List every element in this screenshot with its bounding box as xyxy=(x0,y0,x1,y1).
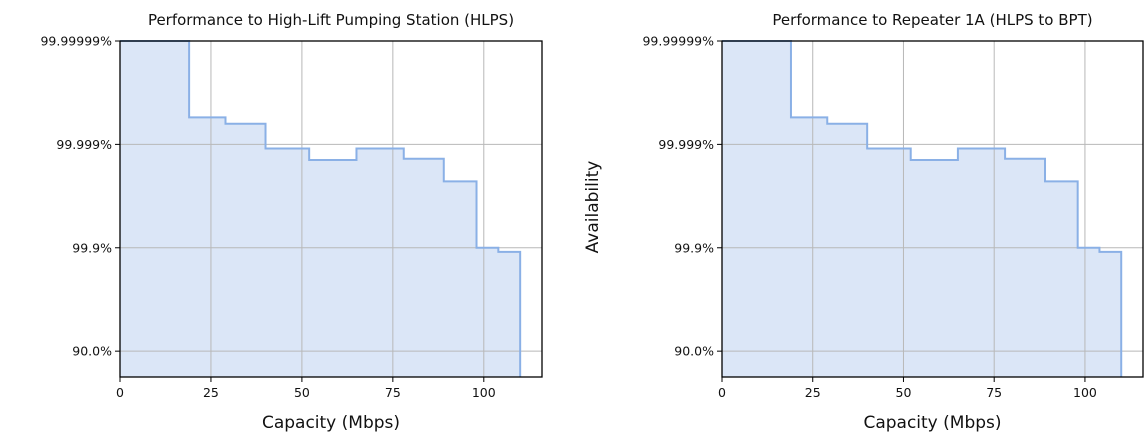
series-line xyxy=(120,40,522,377)
x-tick-label: 75 xyxy=(986,385,1002,400)
x-tick-label: 0 xyxy=(718,385,726,400)
x-tick-label: 25 xyxy=(805,385,821,400)
x-tick-label: 25 xyxy=(203,385,219,400)
chart-panel-repeater-1a: 0 25 50 75 100 99.99999% 99.999% 99.9% 90.0% Per… xyxy=(583,11,1144,433)
y-tick-label: 90.0% xyxy=(674,344,714,359)
x-axis-label: Capacity (Mbps) xyxy=(262,413,400,433)
y-tick-label: 99.99999% xyxy=(642,34,714,49)
plot-frame xyxy=(721,40,1144,378)
chart-title: Performance to High-Lift Pumping Station… xyxy=(148,11,514,29)
chart-panel-hlps: 0 25 50 75 100 99.99999% 99.999% 99.9% 90.0% Per… xyxy=(40,11,543,433)
x-tick-label: 100 xyxy=(472,385,496,400)
x-tick-label: 75 xyxy=(385,385,401,400)
y-tick-label: 90.0% xyxy=(72,344,112,359)
x-axis-label: Capacity (Mbps) xyxy=(863,413,1001,433)
y-tick-label: 99.999% xyxy=(658,137,714,152)
series-area xyxy=(722,41,1122,377)
x-tick-label: 100 xyxy=(1073,385,1097,400)
y-tick-label: 99.9% xyxy=(72,240,112,255)
plot-frame xyxy=(119,40,543,378)
x-tick-label: 50 xyxy=(896,385,912,400)
x-tick-label: 0 xyxy=(116,385,124,400)
series-line xyxy=(722,40,1123,377)
y-tick-label: 99.9% xyxy=(674,240,714,255)
y-axis-label: Availability xyxy=(583,161,603,254)
x-tick-label: 50 xyxy=(294,385,310,400)
chart-title: Performance to Repeater 1A (HLPS to BPT) xyxy=(772,11,1092,29)
series-area xyxy=(120,41,521,377)
y-tick-label: 99.99999% xyxy=(40,34,112,49)
y-tick-label: 99.999% xyxy=(56,137,112,152)
